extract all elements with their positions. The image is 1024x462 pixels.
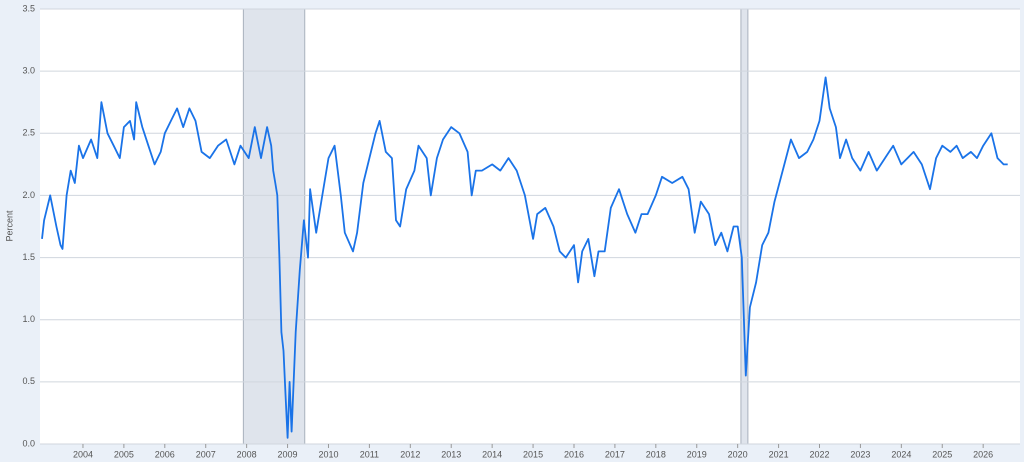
x-tick-label: 2026 — [973, 449, 993, 459]
y-tick-label: 3.0 — [22, 66, 35, 76]
x-tick-label: 2016 — [564, 449, 584, 459]
x-tick-label: 2021 — [769, 449, 789, 459]
y-tick-label: 0.5 — [22, 376, 35, 386]
x-tick-label: 2005 — [114, 449, 134, 459]
x-tick-label: 2004 — [73, 449, 93, 459]
x-tick-label: 2014 — [482, 449, 502, 459]
x-tick-label: 2018 — [646, 449, 666, 459]
x-tick-label: 2009 — [278, 449, 298, 459]
x-tick-label: 2010 — [318, 449, 338, 459]
y-tick-label: 2.0 — [22, 190, 35, 200]
data-line — [41, 76, 1008, 439]
x-tick-label: 2007 — [196, 449, 216, 459]
x-tick-label: 2025 — [932, 449, 952, 459]
x-tick-label: 2011 — [360, 449, 379, 459]
recession-band — [242, 8, 306, 445]
y-tick-label: 0.0 — [22, 438, 35, 448]
x-tick-label: 2013 — [441, 449, 461, 459]
x-tick-label: 2022 — [809, 449, 829, 459]
x-tick-label: 2017 — [605, 449, 625, 459]
x-tick-label: 2006 — [155, 449, 175, 459]
x-tick-label: 2023 — [850, 449, 870, 459]
x-tick-label: 2015 — [523, 449, 543, 459]
y-tick-label: 3.5 — [22, 3, 35, 13]
x-tick-label: 2024 — [891, 449, 911, 459]
y-axis-label: Percent — [4, 210, 14, 242]
y-tick-label: 1.0 — [22, 314, 35, 324]
x-tick-label: 2012 — [400, 449, 420, 459]
recession-band — [740, 8, 749, 445]
y-tick-label: 2.5 — [22, 128, 35, 138]
y-tick-label: 1.5 — [22, 252, 35, 262]
x-tick-label: 2020 — [728, 449, 748, 459]
x-tick-label: 2008 — [237, 449, 257, 459]
x-tick-label: 2019 — [687, 449, 707, 459]
